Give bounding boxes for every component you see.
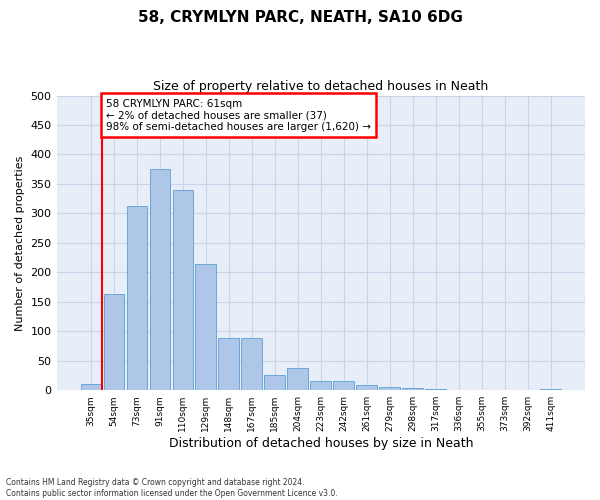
- Bar: [403, 388, 423, 390]
- Bar: [334, 382, 354, 390]
- Bar: [265, 376, 285, 390]
- Text: Contains HM Land Registry data © Crown copyright and database right 2024.
Contai: Contains HM Land Registry data © Crown c…: [6, 478, 338, 498]
- Bar: [196, 264, 216, 390]
- Bar: [287, 368, 308, 390]
- Bar: [379, 386, 400, 390]
- X-axis label: Distribution of detached houses by size in Neath: Distribution of detached houses by size …: [169, 437, 473, 450]
- Text: 58, CRYMLYN PARC, NEATH, SA10 6DG: 58, CRYMLYN PARC, NEATH, SA10 6DG: [137, 10, 463, 25]
- Bar: [241, 338, 262, 390]
- Bar: [104, 294, 124, 390]
- Bar: [80, 384, 101, 390]
- Bar: [173, 190, 193, 390]
- Bar: [425, 389, 446, 390]
- Bar: [127, 206, 147, 390]
- Text: 58 CRYMLYN PARC: 61sqm
← 2% of detached houses are smaller (37)
98% of semi-deta: 58 CRYMLYN PARC: 61sqm ← 2% of detached …: [106, 98, 371, 132]
- Bar: [218, 338, 239, 390]
- Bar: [310, 382, 331, 390]
- Bar: [540, 389, 561, 390]
- Bar: [356, 386, 377, 390]
- Y-axis label: Number of detached properties: Number of detached properties: [15, 155, 25, 330]
- Bar: [149, 169, 170, 390]
- Title: Size of property relative to detached houses in Neath: Size of property relative to detached ho…: [153, 80, 488, 93]
